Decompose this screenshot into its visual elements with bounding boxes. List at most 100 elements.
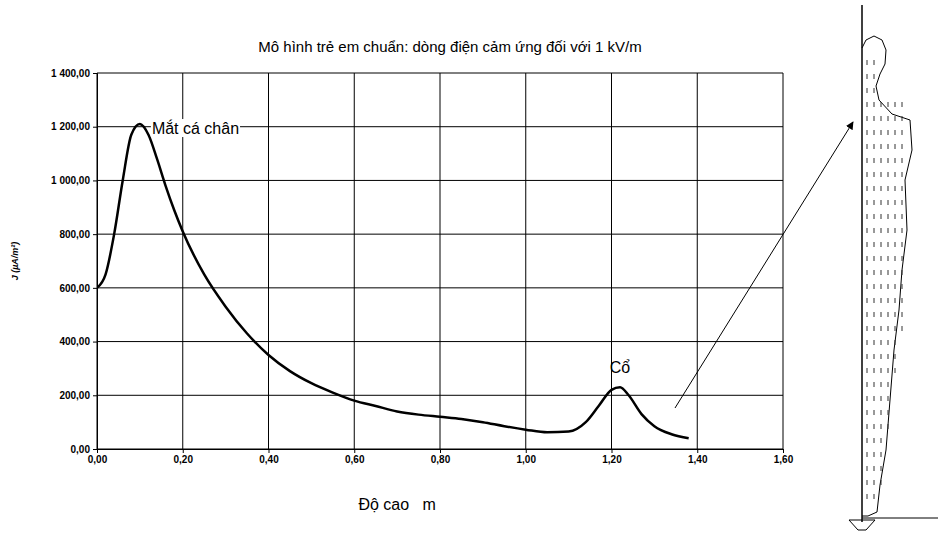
y-tick-mark [93,395,97,396]
field-dot [895,368,896,373]
field-dot [867,158,868,163]
field-dot [895,284,896,289]
field-dot [867,424,868,429]
y-tick-label: 200,00 [59,390,90,401]
field-dot [888,116,889,121]
plot: 0,000,200,400,600,801,001,201,401,600,00… [51,68,794,465]
y-tick-mark [93,342,97,343]
field-dot [881,466,882,471]
y-axis: 0,00200,00400,00600,00800,001 000,001 20… [51,68,97,455]
field-dot [874,116,875,121]
field-dot [888,340,889,345]
field-dot [867,144,868,149]
field-dot [881,354,882,359]
x-tick: 0,60 [345,449,365,465]
field-dot [888,200,889,205]
x-tick-label: 0,40 [259,454,279,465]
field-dot [881,396,882,401]
field-dot [881,158,882,163]
title: Mô hình trẻ em chuẩn: dòng điện cảm ứng … [258,38,641,55]
field-dot [867,88,868,93]
field-dot [902,228,903,233]
field-dot [874,326,875,331]
field-dot [895,270,896,275]
y-tick-label: 1 400,00 [51,68,90,79]
field-dot [881,172,882,177]
field-dot [881,256,882,261]
field-dot [888,172,889,177]
field-dot [895,144,896,149]
x-tick-mark [783,449,784,453]
x-tick-mark [526,449,527,453]
field-dot [888,382,889,387]
x-axis-title: Độ cao m [358,496,435,513]
x-axis-line [98,450,784,454]
grid-line-x [611,73,612,449]
field-dot [888,158,889,163]
field-dot [895,354,896,359]
field-dot [874,144,875,149]
x-axis: 0,000,200,400,600,801,001,201,401,60 [88,449,794,465]
field-dot [867,354,868,359]
field-dot [867,228,868,233]
field-dot [867,200,868,205]
field-dot [881,186,882,191]
x-tick: 0,80 [431,449,451,465]
field-dot [881,382,882,387]
field-dot [874,256,875,261]
field-dot [867,284,868,289]
y-tick-mark [93,73,97,74]
y-tick-label: 1 200,00 [51,121,90,132]
x-tick-mark [440,449,441,453]
y-tick-label: 1 000,00 [51,175,90,186]
x-tick: 1,60 [774,449,794,465]
field-dot [895,116,896,121]
field-dot [902,298,903,303]
field-dot [874,60,875,65]
field-dot [888,424,889,429]
field-dot [881,270,882,275]
field-dot [874,466,875,471]
field-dot [867,270,868,275]
field-dot [867,368,868,373]
x-tick-mark [354,449,355,453]
field-dot [874,424,875,429]
grid-line-y [97,73,783,74]
grid-line-y [97,341,783,342]
field-dot [881,144,882,149]
field-dot [874,102,875,107]
field-dot [895,326,896,331]
grid-line-y [97,395,783,396]
x-tick-label: 1,40 [688,454,708,465]
field-dot [902,102,903,107]
field-dot [874,354,875,359]
field-dot [888,312,889,317]
field-dot [895,172,896,177]
field-dot [874,88,875,93]
field-dot [874,452,875,457]
field-dot [874,298,875,303]
y-tick: 1 000,00 [51,175,97,186]
field-dot [888,410,889,415]
field-dot [895,256,896,261]
field-dot [867,116,868,121]
field-dot [874,340,875,345]
field-dot [902,312,903,317]
grid-line-x [268,73,269,449]
y-tick-label: 600,00 [59,283,90,294]
field-dot [874,312,875,317]
field-dot [895,200,896,205]
y-tick-label: 800,00 [59,229,90,240]
annotations: Mắt cá chânCổ [151,119,630,376]
field-dot [867,60,868,65]
annotation: Cổ [610,359,631,376]
y-tick-mark [93,288,97,289]
field-dot [895,130,896,135]
field-dot [895,298,896,303]
field-dot [888,102,889,107]
grid-line-y [97,180,783,181]
field-dot [867,186,868,191]
x-tick-label: 0,20 [174,454,194,465]
field-dot [874,214,875,219]
field-dot [888,144,889,149]
